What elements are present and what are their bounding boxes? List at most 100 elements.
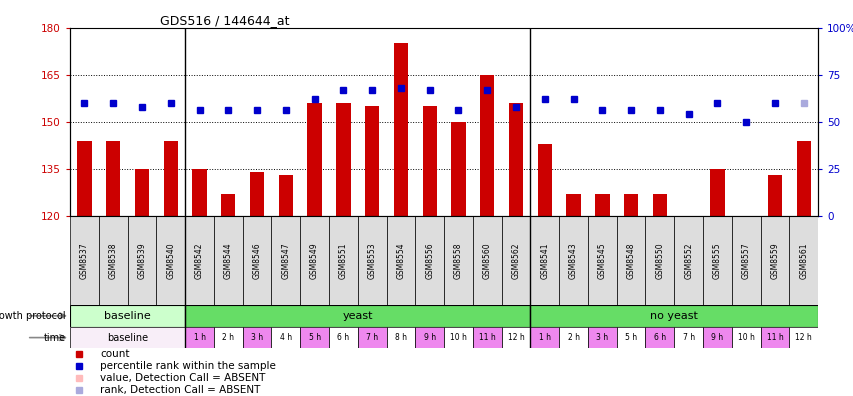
- Bar: [444, 216, 473, 305]
- Text: 11 h: 11 h: [766, 333, 782, 342]
- Bar: [213, 327, 242, 348]
- Text: 7 h: 7 h: [366, 333, 378, 342]
- Text: GSM8557: GSM8557: [740, 242, 750, 279]
- Bar: [645, 327, 674, 348]
- Text: 9 h: 9 h: [711, 333, 722, 342]
- Bar: [357, 327, 386, 348]
- Bar: [99, 216, 127, 305]
- Text: 4 h: 4 h: [280, 333, 292, 342]
- Bar: [422, 106, 437, 216]
- Bar: [192, 169, 206, 216]
- Text: GSM8548: GSM8548: [626, 242, 635, 279]
- Bar: [185, 327, 213, 348]
- Text: GSM8546: GSM8546: [252, 242, 261, 279]
- Text: GSM8551: GSM8551: [339, 242, 347, 279]
- Bar: [185, 216, 213, 305]
- Bar: [616, 327, 645, 348]
- Bar: [70, 305, 185, 327]
- Text: 11 h: 11 h: [479, 333, 495, 342]
- Text: 10 h: 10 h: [450, 333, 467, 342]
- Text: 2 h: 2 h: [222, 333, 234, 342]
- Bar: [587, 327, 616, 348]
- Bar: [530, 327, 559, 348]
- Text: GSM8549: GSM8549: [310, 242, 319, 279]
- Text: 1 h: 1 h: [538, 333, 550, 342]
- Bar: [537, 144, 551, 216]
- Text: GSM8543: GSM8543: [568, 242, 577, 279]
- Text: GSM8555: GSM8555: [712, 242, 721, 279]
- Bar: [652, 194, 666, 216]
- Text: rank, Detection Call = ABSENT: rank, Detection Call = ABSENT: [100, 385, 260, 395]
- Bar: [127, 216, 156, 305]
- Bar: [386, 327, 415, 348]
- Bar: [731, 327, 760, 348]
- Bar: [307, 103, 322, 216]
- Bar: [674, 327, 702, 348]
- Bar: [77, 141, 91, 216]
- Bar: [767, 175, 781, 216]
- Bar: [278, 175, 293, 216]
- Text: 5 h: 5 h: [624, 333, 636, 342]
- Bar: [587, 216, 616, 305]
- Text: yeast: yeast: [342, 311, 373, 321]
- Text: time: time: [44, 333, 66, 343]
- Text: 7 h: 7 h: [682, 333, 693, 342]
- Bar: [616, 216, 645, 305]
- Bar: [566, 194, 580, 216]
- Bar: [559, 327, 587, 348]
- Bar: [135, 169, 149, 216]
- Bar: [796, 141, 810, 216]
- Bar: [156, 216, 185, 305]
- Text: 12 h: 12 h: [794, 333, 811, 342]
- Bar: [788, 327, 817, 348]
- Text: GSM8556: GSM8556: [425, 242, 433, 279]
- Text: 6 h: 6 h: [337, 333, 349, 342]
- Bar: [450, 122, 465, 216]
- Bar: [530, 305, 817, 327]
- Bar: [501, 327, 530, 348]
- Text: GSM8558: GSM8558: [454, 242, 462, 279]
- Bar: [242, 216, 271, 305]
- Bar: [559, 216, 587, 305]
- Text: GSM8559: GSM8559: [769, 242, 779, 279]
- Bar: [250, 172, 264, 216]
- Bar: [501, 216, 530, 305]
- Bar: [444, 327, 473, 348]
- Bar: [624, 194, 637, 216]
- Text: GSM8539: GSM8539: [137, 242, 147, 279]
- Bar: [106, 141, 120, 216]
- Bar: [702, 216, 731, 305]
- Bar: [479, 75, 494, 216]
- Text: GSM8553: GSM8553: [367, 242, 376, 279]
- Text: GSM8537: GSM8537: [80, 242, 89, 279]
- Bar: [415, 327, 444, 348]
- Text: GSM8560: GSM8560: [482, 242, 491, 279]
- Bar: [393, 44, 408, 216]
- Text: GSM8541: GSM8541: [540, 242, 548, 279]
- Text: GSM8552: GSM8552: [683, 242, 693, 279]
- Text: GSM8544: GSM8544: [223, 242, 233, 279]
- Text: GDS516 / 144644_at: GDS516 / 144644_at: [160, 13, 289, 27]
- Bar: [760, 216, 788, 305]
- Text: baseline: baseline: [104, 311, 151, 321]
- Text: GSM8542: GSM8542: [194, 242, 204, 279]
- Text: GSM8538: GSM8538: [108, 242, 118, 279]
- Text: GSM8545: GSM8545: [597, 242, 606, 279]
- Text: 3 h: 3 h: [251, 333, 263, 342]
- Text: 6 h: 6 h: [653, 333, 665, 342]
- Bar: [242, 327, 271, 348]
- Text: growth protocol: growth protocol: [0, 311, 66, 321]
- Bar: [70, 327, 185, 348]
- Bar: [328, 327, 357, 348]
- Bar: [300, 216, 328, 305]
- Text: baseline: baseline: [107, 333, 148, 343]
- Bar: [645, 216, 674, 305]
- Bar: [530, 216, 559, 305]
- Text: value, Detection Call = ABSENT: value, Detection Call = ABSENT: [100, 373, 265, 383]
- Text: 12 h: 12 h: [507, 333, 524, 342]
- Text: 1 h: 1 h: [194, 333, 206, 342]
- Bar: [221, 194, 235, 216]
- Text: 8 h: 8 h: [394, 333, 406, 342]
- Text: no yeast: no yeast: [650, 311, 698, 321]
- Bar: [70, 216, 99, 305]
